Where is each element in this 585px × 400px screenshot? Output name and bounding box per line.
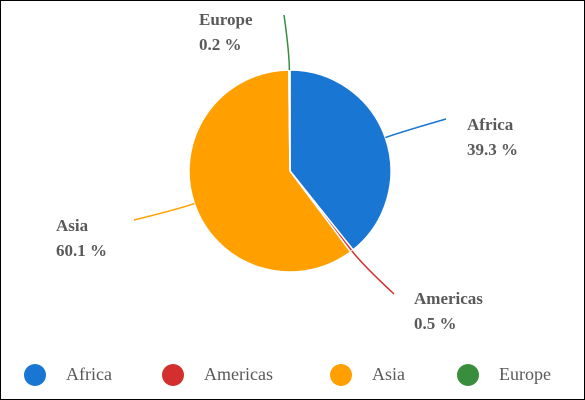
leader-line [133, 202, 195, 221]
slice-label: Asia [56, 216, 89, 235]
legend-label: Africa [66, 364, 112, 384]
legend-marker [330, 364, 352, 386]
leader-line [385, 118, 447, 139]
slice-value: 39.3 % [467, 140, 518, 159]
slice-label: Europe [199, 10, 253, 29]
slice-value: 0.2 % [199, 35, 242, 54]
legend-label: Asia [372, 364, 405, 384]
legend-marker [457, 364, 479, 386]
pie-slice [289, 69, 392, 251]
slice-value: 0.5 % [414, 314, 457, 333]
slice-label: Americas [414, 289, 483, 308]
leader-line [283, 14, 291, 71]
pie-slice [287, 69, 291, 172]
legend-label: Europe [499, 364, 551, 384]
leader-line [351, 250, 395, 295]
slice-label: Africa [467, 115, 514, 134]
slice-value: 60.1 % [56, 241, 107, 260]
legend-label: Americas [204, 364, 273, 384]
legend-marker [24, 364, 46, 386]
legend-marker [162, 364, 184, 386]
